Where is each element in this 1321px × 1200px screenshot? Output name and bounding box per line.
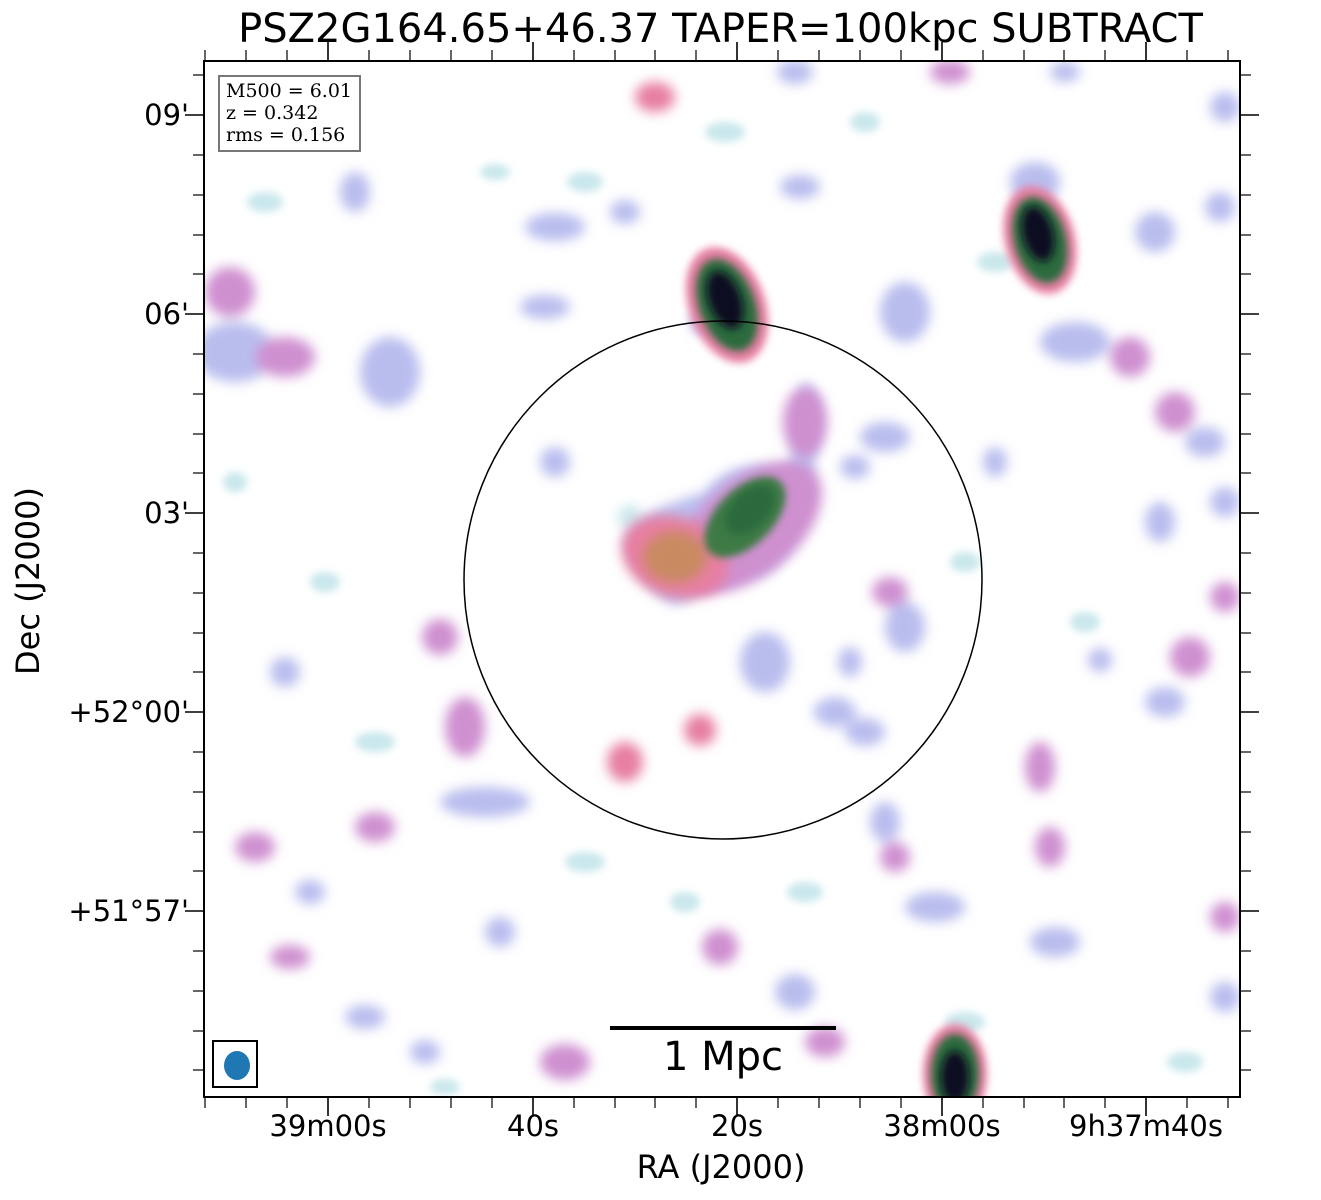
faint-speckle	[223, 112, 1203, 1095]
x-tick-label: 38m00s	[883, 1109, 1001, 1143]
radio-image-panel: M500 = 6.01 z = 0.342 rms = 0.156 1 Mpc	[203, 60, 1241, 1098]
central-radio-halo	[621, 382, 827, 604]
x-tick-label: 39m00s	[269, 1109, 387, 1143]
x-tick-label: 40s	[506, 1109, 560, 1143]
scalebar-line	[610, 1026, 836, 1030]
r500-circle	[463, 320, 983, 840]
y-tick-label: +52°00'	[68, 695, 189, 729]
faint-emission	[205, 62, 1239, 1080]
m500-text: M500 = 6.01	[226, 80, 353, 102]
beam-ellipse	[224, 1051, 250, 1080]
beam-box	[212, 1040, 258, 1088]
redshift-text: z = 0.342	[226, 102, 319, 124]
x-tick-label: 9h37m40s	[1069, 1109, 1223, 1143]
y-tick-label: 09'	[144, 98, 189, 132]
y-tick-label: +51°57'	[68, 894, 189, 928]
y-tick-label: 06'	[144, 297, 189, 331]
cluster-info-box: M500 = 6.01 z = 0.342 rms = 0.156	[218, 75, 362, 152]
compact-sources	[685, 186, 1077, 1096]
scalebar-label: 1 Mpc	[662, 1034, 784, 1080]
x-tick-label: 20s	[710, 1109, 764, 1143]
image-title: PSZ2G164.65+46.37 TAPER=100kpc SUBTRACT	[238, 6, 1203, 52]
rms-text: rms = 0.156	[226, 124, 346, 146]
y-tick-label: 03'	[144, 496, 189, 530]
radio-map	[205, 62, 1239, 1096]
y-axis-title: Dec (J2000)	[9, 487, 47, 675]
x-axis-title: RA (J2000)	[636, 1148, 806, 1186]
